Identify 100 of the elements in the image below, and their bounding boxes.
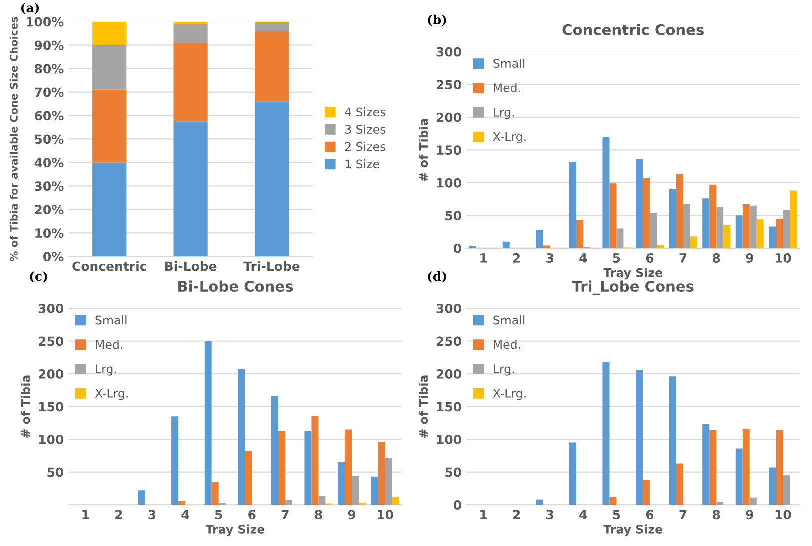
y-axis-title: # of Tibia	[418, 119, 428, 182]
bar	[683, 204, 690, 248]
bar	[569, 442, 576, 506]
x-tick-label: 10	[378, 510, 394, 520]
x-tick-label: 7	[282, 510, 289, 520]
y-tick-label: 80%	[35, 64, 64, 74]
bar	[716, 502, 724, 506]
bar	[304, 431, 312, 506]
y-axis-title: # of Tibia	[418, 376, 428, 438]
x-tick-label: 7	[680, 510, 687, 520]
y-tick-label: 30%	[35, 182, 64, 192]
x-tick-label: 8	[713, 254, 720, 263]
y-tick-label: 60%	[35, 111, 64, 121]
x-tick-label: 2	[513, 510, 520, 520]
bar	[278, 431, 286, 506]
x-tick-label: 4	[182, 510, 190, 520]
bar	[742, 429, 750, 506]
bar	[271, 396, 278, 506]
bar	[576, 220, 584, 248]
bar	[212, 482, 219, 506]
bar	[569, 162, 576, 248]
x-tick-label: 5	[613, 254, 620, 263]
bar	[716, 207, 724, 248]
x-tick-label: 9	[746, 254, 754, 263]
bar	[312, 416, 319, 506]
bar	[776, 430, 784, 506]
bar	[138, 490, 146, 506]
x-tick-label: Tri-Lobe	[244, 261, 300, 272]
bar	[602, 137, 610, 248]
y-tick-label: 250	[39, 336, 64, 346]
bar	[736, 216, 743, 248]
bar	[769, 226, 776, 248]
y-tick-label: 0	[454, 244, 462, 254]
bar	[650, 213, 657, 248]
legend-label: X-Lrg.	[493, 132, 526, 144]
bar	[750, 498, 757, 506]
bar	[669, 189, 676, 248]
bar	[710, 430, 717, 506]
bar	[783, 476, 790, 506]
bar	[724, 226, 731, 248]
x-tick-label: 6	[646, 254, 654, 263]
legend-label: X-Lrg.	[95, 389, 128, 400]
bar	[338, 462, 346, 506]
x-tick-label: 4	[580, 254, 588, 263]
y-axis-title: % of Tibia for available Cone Size Choices	[10, 17, 18, 262]
legend-label: Small	[96, 316, 127, 325]
bar	[178, 501, 186, 506]
bar	[690, 236, 698, 248]
x-tick-label: 2	[116, 510, 122, 520]
bar	[669, 376, 676, 506]
y-tick-label: 250	[436, 80, 462, 90]
y-axis-title: # of Tibia	[21, 376, 30, 438]
legend-label: Lrg.	[494, 108, 514, 120]
x-tick-label: 6	[248, 510, 256, 520]
bar	[636, 159, 644, 248]
legend-label: Small	[494, 58, 525, 68]
bar	[254, 102, 290, 257]
legend-label: Lrg.	[494, 364, 514, 376]
bar	[371, 476, 378, 506]
bar	[610, 497, 617, 506]
x-tick-label: 1	[480, 254, 488, 263]
bar	[254, 31, 290, 102]
bar	[92, 90, 127, 163]
y-tick-label: 150	[39, 402, 64, 412]
text: (a)	[21, 2, 40, 14]
x-tick-label: 9	[348, 510, 356, 520]
bar	[750, 206, 757, 248]
bar	[502, 242, 510, 248]
legend-label: Lrg.	[96, 364, 116, 376]
x-tick-label: 3	[148, 510, 156, 520]
bar	[736, 448, 743, 506]
bar	[378, 442, 386, 506]
bar	[702, 198, 710, 248]
bar	[385, 458, 392, 506]
bar	[676, 464, 684, 506]
x-tick-label: 3	[546, 254, 554, 263]
bar	[536, 500, 544, 506]
y-tick-label: 300	[436, 304, 462, 314]
x-tick-label: 2	[513, 254, 520, 263]
bar	[245, 451, 252, 506]
x-tick-label: 3	[546, 510, 554, 520]
x-tick-label: 9	[746, 510, 754, 520]
x-tick-label: Concentric	[72, 261, 146, 272]
bar	[643, 178, 650, 248]
x-tick-label: 1	[480, 510, 488, 520]
legend-label: X-Lrg.	[493, 389, 526, 400]
bar	[643, 480, 650, 506]
y-tick-label: 300	[436, 47, 462, 57]
x-tick-label: 10	[776, 510, 792, 520]
x-tick-label: 8	[315, 510, 322, 520]
y-tick-label: 50	[48, 468, 64, 478]
bar	[656, 245, 664, 248]
y-tick-label: 10%	[36, 228, 64, 238]
y-tick-label: 0	[454, 500, 462, 510]
bar	[174, 24, 208, 43]
bar	[536, 230, 544, 248]
chart-title: Bi-Lobe Cones	[178, 280, 294, 292]
y-tick-label: 200	[436, 369, 462, 379]
legend-label: 4 Sizes	[345, 108, 386, 117]
legend-label: 1 Size	[346, 160, 380, 169]
